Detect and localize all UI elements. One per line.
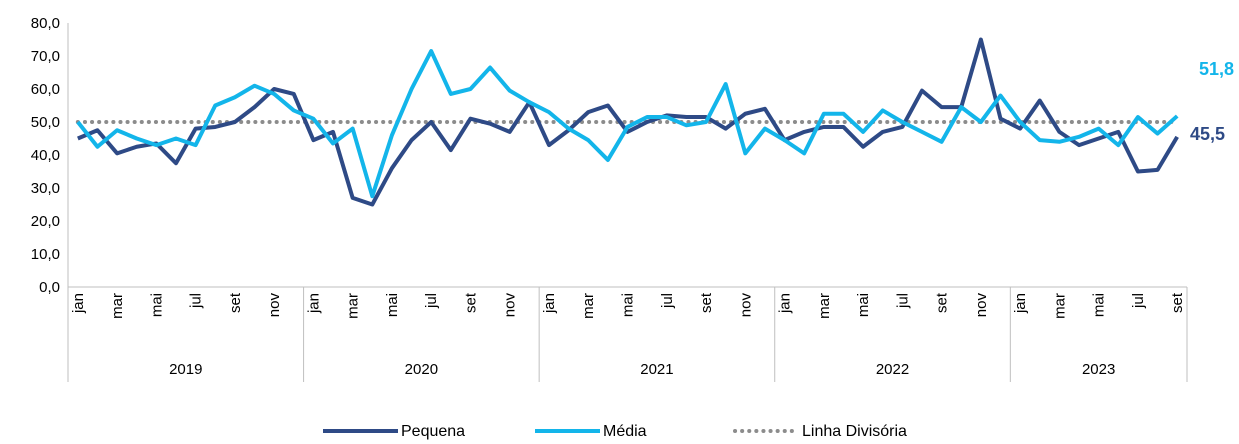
x-tick-label: jul <box>1130 293 1147 309</box>
data-label: 45,5 <box>1190 124 1225 144</box>
legend-label: Linha Divisória <box>802 423 907 440</box>
x-tick-label: mai <box>855 293 872 317</box>
x-tick-label: mai <box>1091 293 1108 317</box>
x-tick-label: jul <box>659 293 676 309</box>
x-tick-label: set <box>934 292 951 313</box>
x-tick-label: nov <box>973 293 990 318</box>
y-tick-label: 40,0 <box>31 147 60 164</box>
x-tick-label: set <box>1169 292 1186 313</box>
x-tick-label: jan <box>70 293 87 314</box>
x-tick-label: mai <box>384 293 401 317</box>
x-tick-label: jul <box>188 293 205 309</box>
y-tick-label: 70,0 <box>31 48 60 65</box>
x-tick-label: nov <box>502 293 519 318</box>
legend-label: Média <box>603 423 647 440</box>
y-tick-label: 60,0 <box>31 81 60 98</box>
x-tick-label: set <box>462 292 479 313</box>
series-line <box>77 37 1179 207</box>
x-tick-label: mar <box>345 293 362 319</box>
x-tick-label: nov <box>737 293 754 318</box>
x-tick-label: jan <box>305 293 322 314</box>
y-tick-label: 50,0 <box>31 114 60 131</box>
x-tick-label: mar <box>109 293 126 319</box>
y-tick-label: 80,0 <box>31 15 60 32</box>
x-tick-label: mai <box>620 293 637 317</box>
y-tick-label: 20,0 <box>31 213 60 230</box>
legend-label: Pequena <box>401 423 465 440</box>
x-tick-label: set <box>698 292 715 313</box>
x-tick-label: jan <box>541 293 558 314</box>
y-tick-label: 30,0 <box>31 180 60 197</box>
group-label: 2020 <box>405 361 438 378</box>
data-label: 51,8 <box>1199 59 1234 79</box>
group-label: 2021 <box>640 361 673 378</box>
group-label: 2022 <box>876 361 909 378</box>
x-tick-label: jan <box>777 293 794 314</box>
y-tick-label: 10,0 <box>31 246 60 263</box>
x-tick-label: jan <box>1012 293 1029 314</box>
x-tick-label: jul <box>894 293 911 309</box>
group-label: 2019 <box>169 361 202 378</box>
x-tick-label: nov <box>266 293 283 318</box>
group-label: 2023 <box>1082 361 1115 378</box>
y-tick-label: 0,0 <box>39 279 60 296</box>
x-tick-label: mar <box>1051 293 1068 319</box>
x-tick-label: mar <box>580 293 597 319</box>
x-tick-label: mai <box>148 293 165 317</box>
x-tick-label: jul <box>423 293 440 309</box>
series-line <box>76 49 1179 199</box>
x-tick-label: set <box>227 292 244 313</box>
x-tick-label: mar <box>816 293 833 319</box>
